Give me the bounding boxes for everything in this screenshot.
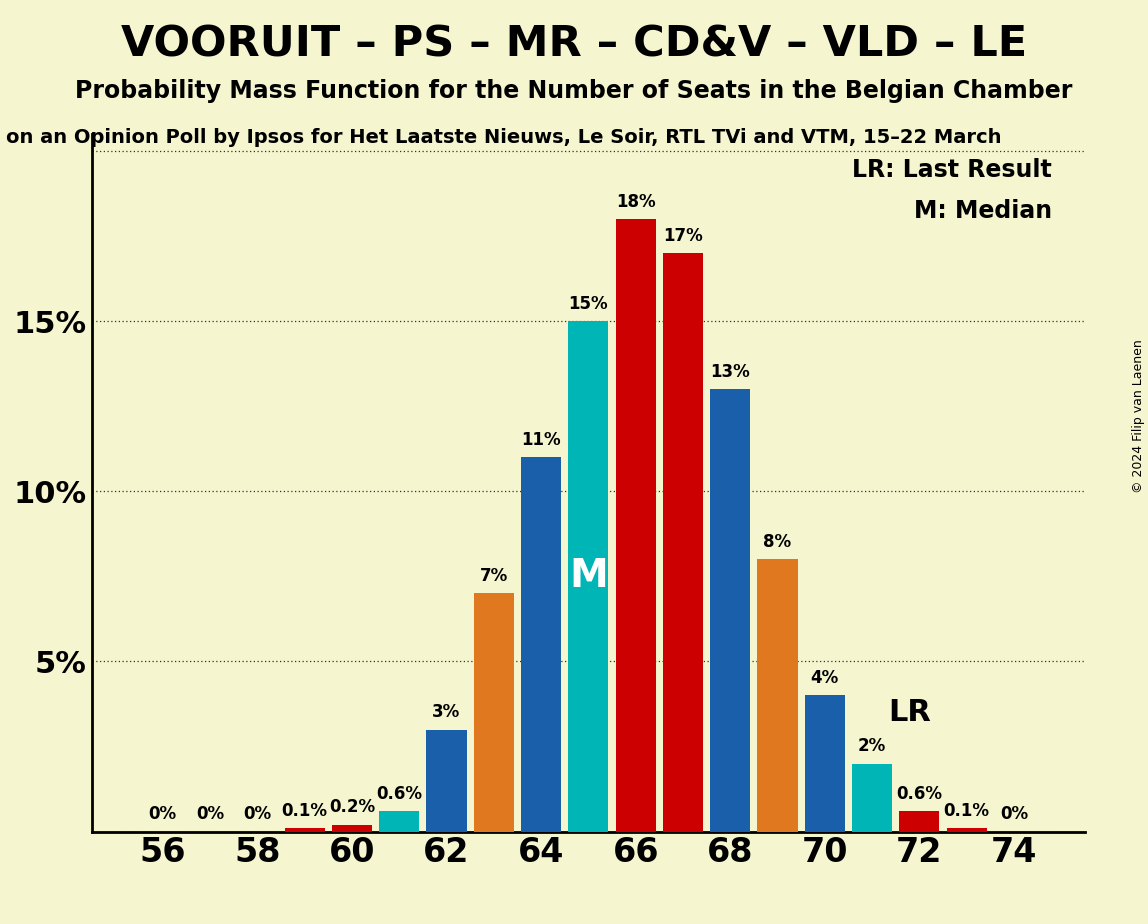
Bar — [474, 593, 514, 832]
Text: 0%: 0% — [149, 805, 177, 823]
Text: 18%: 18% — [615, 192, 656, 211]
Text: 7%: 7% — [480, 567, 507, 585]
Text: LR: Last Result: LR: Last Result — [852, 158, 1052, 182]
Bar — [426, 730, 466, 832]
Text: 0.6%: 0.6% — [897, 784, 943, 803]
Text: © 2024 Filip van Laenen: © 2024 Filip van Laenen — [1132, 339, 1146, 492]
Bar — [662, 253, 703, 832]
Text: 0%: 0% — [243, 805, 271, 823]
Bar — [711, 389, 751, 832]
Text: 0.6%: 0.6% — [377, 784, 422, 803]
Bar — [899, 811, 939, 832]
Text: 0%: 0% — [196, 805, 224, 823]
Bar — [615, 219, 656, 832]
Text: 17%: 17% — [664, 226, 703, 245]
Text: 0%: 0% — [1000, 805, 1027, 823]
Bar — [379, 811, 419, 832]
Text: M: M — [569, 557, 607, 595]
Text: 0.2%: 0.2% — [328, 798, 375, 816]
Text: 8%: 8% — [763, 533, 792, 551]
Text: M: Median: M: Median — [914, 199, 1052, 223]
Text: 11%: 11% — [521, 431, 561, 449]
Text: 0.1%: 0.1% — [944, 802, 990, 820]
Text: LR: LR — [889, 698, 931, 727]
Text: Probability Mass Function for the Number of Seats in the Belgian Chamber: Probability Mass Function for the Number… — [76, 79, 1072, 103]
Bar — [568, 322, 608, 832]
Text: 3%: 3% — [433, 703, 460, 721]
Bar — [852, 763, 892, 832]
Bar — [758, 559, 798, 832]
Bar — [521, 457, 561, 832]
Text: 0.1%: 0.1% — [281, 802, 327, 820]
Text: VOORUIT – PS – MR – CD&V – VLD – LE: VOORUIT – PS – MR – CD&V – VLD – LE — [121, 23, 1027, 65]
Text: 2%: 2% — [858, 737, 886, 755]
Bar — [805, 696, 845, 832]
Text: 13%: 13% — [711, 363, 750, 381]
Text: 4%: 4% — [810, 669, 839, 687]
Text: on an Opinion Poll by Ipsos for Het Laatste Nieuws, Le Soir, RTL TVi and VTM, 15: on an Opinion Poll by Ipsos for Het Laat… — [6, 128, 1001, 147]
Bar — [947, 828, 987, 832]
Text: 15%: 15% — [568, 295, 608, 312]
Bar — [332, 825, 372, 832]
Bar — [285, 828, 325, 832]
